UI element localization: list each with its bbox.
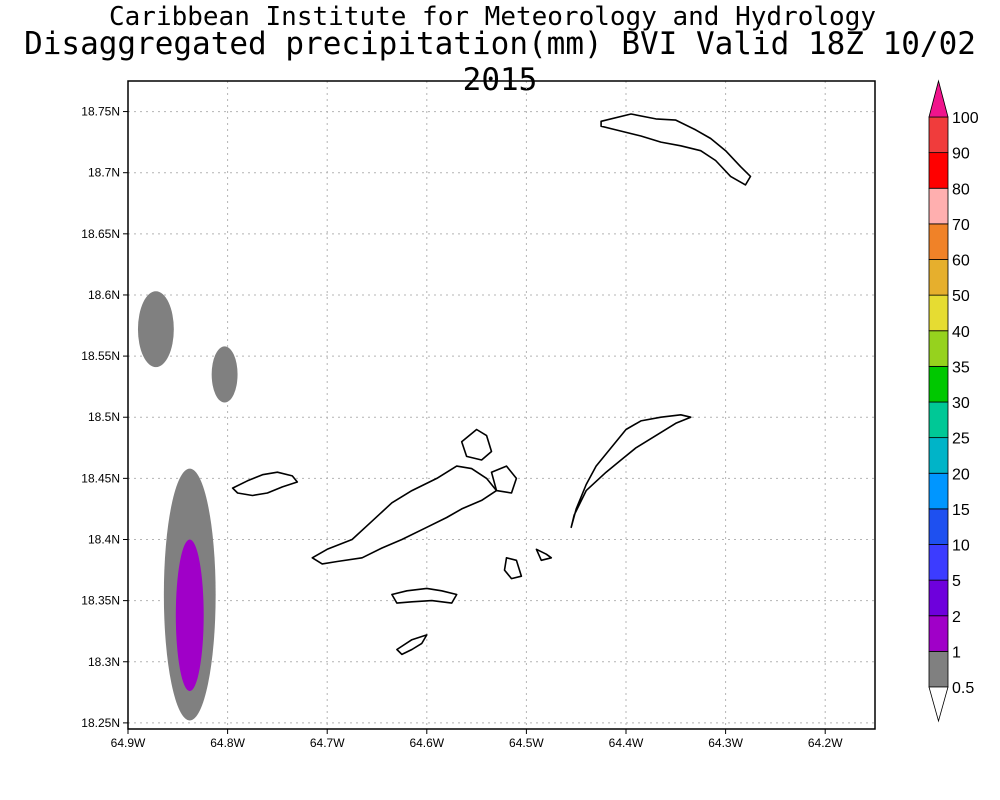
colorbar-label: 15 — [952, 502, 970, 519]
x-tick-label: 64.9W — [111, 736, 146, 750]
y-axis: 18.25N 18.3N 18.35N 18.4N 18.45N 18.5N 18.55N 1… — [81, 105, 128, 730]
colorbar-bottom-arrow — [928, 686, 949, 723]
colorbar-swatch — [928, 508, 949, 545]
island-outline — [503, 556, 523, 580]
grid-lines — [127, 81, 875, 729]
colorbar-swatch — [928, 330, 949, 367]
x-tick-label: 64.2W — [808, 736, 843, 750]
colorbar-label: 40 — [952, 324, 970, 341]
x-tick-label: 64.5W — [509, 736, 544, 750]
precip-region — [175, 539, 204, 692]
y-tick-label: 18.65N — [81, 227, 120, 241]
island-outline — [396, 634, 428, 656]
y-tick-label: 18.75N — [81, 105, 120, 119]
plot-frame — [127, 80, 876, 730]
colorbar-label: 70 — [952, 217, 970, 234]
colorbar-label: 35 — [952, 359, 970, 376]
x-tick-label: 64.7W — [310, 736, 345, 750]
y-tick-label: 18.3N — [88, 655, 120, 669]
colorbar-label: 2 — [952, 609, 961, 626]
colorbar-label: 20 — [952, 466, 970, 483]
colorbar-swatch — [928, 223, 949, 260]
y-tick-label: 18.55N — [81, 349, 120, 363]
colorbar-label: 0.5 — [952, 680, 974, 697]
y-tick-label: 18.7N — [88, 166, 120, 180]
island-outline — [231, 471, 299, 497]
island-outline — [570, 413, 692, 529]
colorbar-label: 50 — [952, 288, 970, 305]
colorbar-swatch — [928, 472, 949, 510]
island-outline — [490, 465, 518, 494]
island-outline — [311, 465, 498, 565]
island-outline — [391, 587, 458, 604]
colorbar-label: 30 — [952, 395, 970, 412]
colorbar-label: 5 — [952, 573, 961, 590]
x-tick-label: 64.4W — [609, 736, 644, 750]
colorbar-swatch — [928, 401, 949, 439]
islands-layer — [231, 113, 752, 656]
colorbar-swatch — [928, 579, 949, 617]
colorbar-label: 1 — [952, 644, 961, 661]
island-outline — [535, 548, 553, 562]
island-outline — [460, 428, 493, 461]
x-tick-label: 64.3W — [708, 736, 743, 750]
y-tick-label: 18.35N — [81, 594, 120, 608]
colorbar-swatch — [928, 365, 949, 403]
colorbar-label: 25 — [952, 431, 970, 448]
colorbar-swatch — [928, 259, 949, 296]
colorbar-label: 90 — [952, 146, 970, 163]
precip-region — [211, 346, 238, 403]
y-tick-label: 18.6N — [88, 288, 120, 302]
colorbar-swatch — [928, 152, 949, 189]
colorbar-top-arrow — [928, 79, 949, 118]
header-institute: Caribbean Institute for Meteorology and … — [108, 2, 876, 32]
header-title: Disaggregated precipitation(mm) BVI Vali… — [24, 26, 976, 98]
x-axis: 64.9W 64.8W 64.7W 64.6W 64.5W 64.4W 64.3W 64.2W — [111, 729, 843, 750]
colorbar-label: 60 — [952, 253, 970, 270]
precipitation-layer — [137, 291, 238, 721]
colorbar-label: 10 — [952, 538, 970, 555]
colorbar-label: 80 — [952, 181, 970, 198]
precip-region — [137, 291, 174, 368]
colorbar-swatch — [928, 116, 949, 154]
x-tick-label: 64.8W — [210, 736, 245, 750]
colorbar-swatch — [928, 544, 949, 581]
y-tick-label: 18.45N — [81, 471, 120, 485]
colorbar-swatch — [928, 294, 949, 332]
y-tick-label: 18.25N — [81, 716, 120, 730]
colorbar-swatch — [928, 437, 949, 474]
y-tick-label: 18.5N — [88, 410, 120, 424]
x-tick-label: 64.6W — [409, 736, 444, 750]
island-outline — [600, 113, 752, 186]
y-tick-label: 18.4N — [88, 532, 120, 546]
colorbar-swatch — [928, 650, 949, 688]
colorbar-swatch — [928, 615, 949, 652]
colorbar-swatch — [928, 187, 949, 225]
colorbar-label: 100 — [952, 110, 979, 127]
